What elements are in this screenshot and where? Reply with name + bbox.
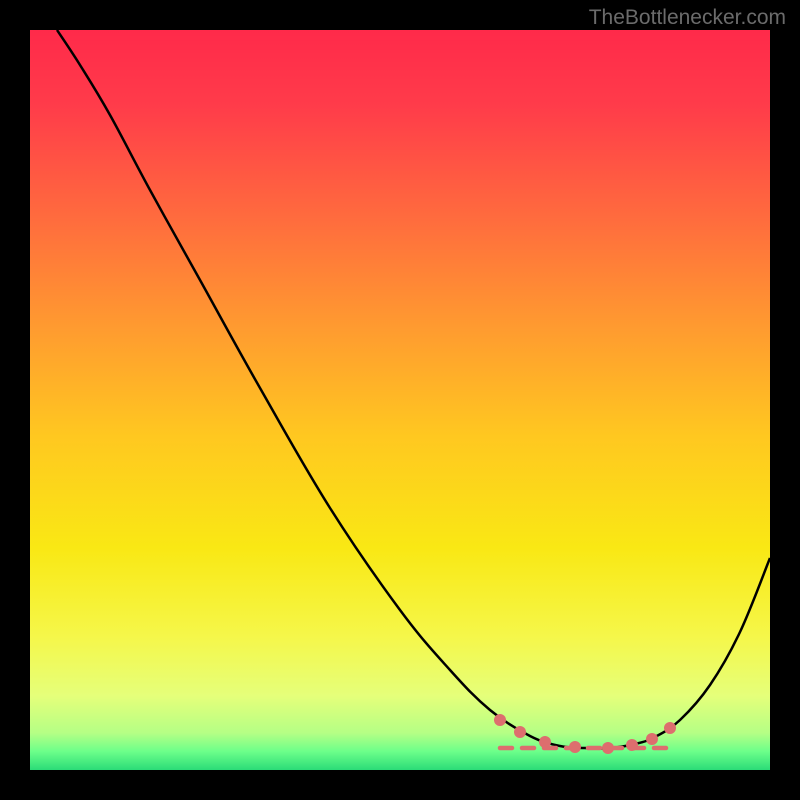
bottleneck-curve xyxy=(57,30,770,748)
marker-dot xyxy=(494,714,506,726)
marker-dot xyxy=(569,741,581,753)
chart-plot-area xyxy=(30,30,770,770)
marker-dot xyxy=(602,742,614,754)
marker-dot xyxy=(664,722,676,734)
watermark-label: TheBottlenecker.com xyxy=(589,6,786,30)
marker-dot xyxy=(626,739,638,751)
marker-dot xyxy=(514,726,526,738)
chart-curve-layer xyxy=(30,30,770,770)
marker-dot xyxy=(646,733,658,745)
marker-dot xyxy=(539,736,551,748)
